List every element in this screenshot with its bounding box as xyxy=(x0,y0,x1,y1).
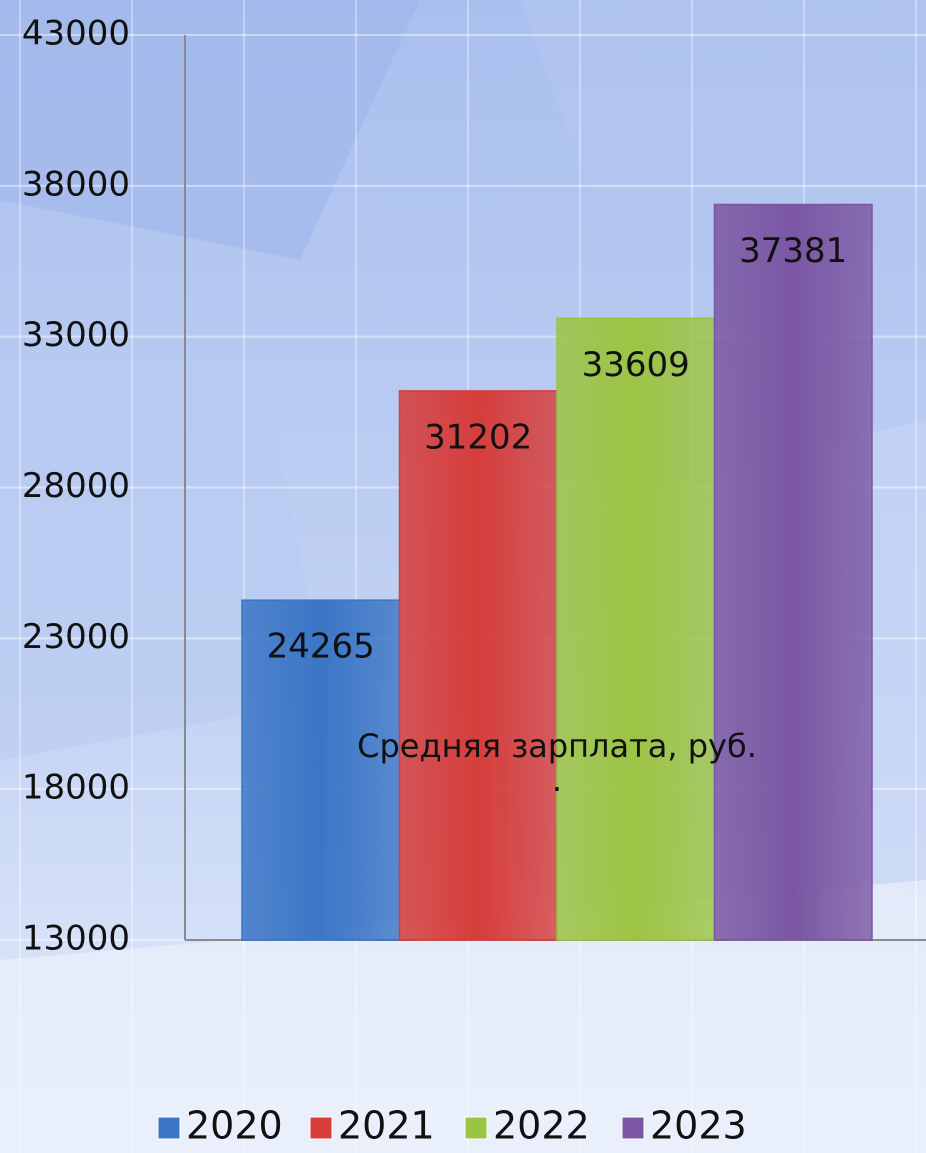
legend-swatch xyxy=(621,1116,645,1140)
y-tick-label: 13000 xyxy=(22,919,130,959)
legend-swatch xyxy=(157,1116,181,1140)
value-label: 31202 xyxy=(424,417,532,457)
legend-label: 2020 xyxy=(186,1104,283,1148)
legend-swatch xyxy=(464,1116,488,1140)
y-tick-label: 43000 xyxy=(22,14,130,54)
bar xyxy=(556,317,716,941)
bg-shape xyxy=(0,880,926,1153)
bar xyxy=(241,599,401,941)
y-tick-label: 23000 xyxy=(22,617,130,657)
x-tick-label: Средняя зарплата, руб. xyxy=(357,727,757,765)
value-label: 33609 xyxy=(582,345,690,385)
annotation: . xyxy=(552,761,562,799)
bar xyxy=(398,390,558,941)
legend-label: 2023 xyxy=(650,1104,747,1148)
bg-shape xyxy=(0,0,420,260)
bar xyxy=(713,203,873,941)
legend-label: 2022 xyxy=(493,1104,590,1148)
value-label: 37381 xyxy=(739,231,847,271)
y-tick-label: 38000 xyxy=(22,164,130,204)
legend-swatch xyxy=(309,1116,333,1140)
value-label: 24265 xyxy=(267,627,375,667)
y-tick-label: 28000 xyxy=(22,466,130,506)
y-tick-label: 33000 xyxy=(22,315,130,355)
legend-label: 2021 xyxy=(338,1104,435,1148)
y-tick-label: 18000 xyxy=(22,768,130,808)
